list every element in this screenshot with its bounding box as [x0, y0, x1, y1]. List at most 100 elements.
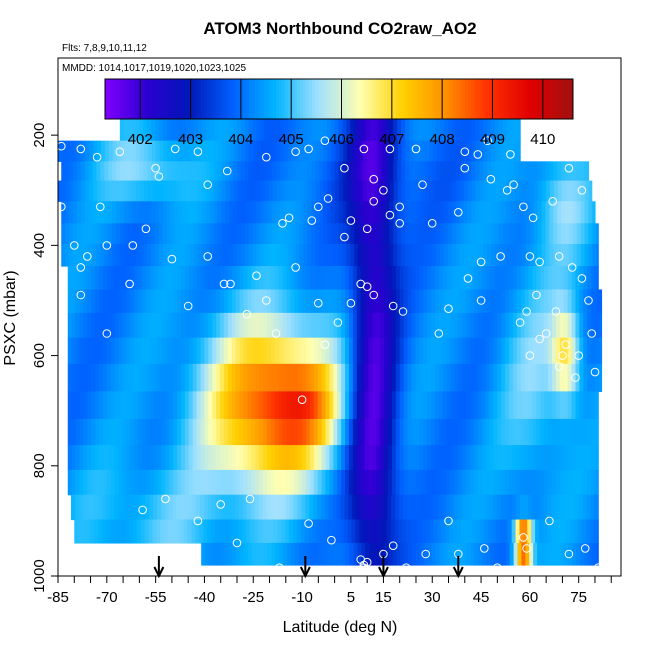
observation-point: [307, 216, 317, 225]
heatmap-cell: [430, 266, 436, 291]
heatmap-cell: [350, 161, 355, 182]
colorbar-segment: [111, 79, 115, 119]
heatmap-cell: [77, 140, 83, 162]
heatmap-cell: [110, 312, 116, 339]
heatmap-cell: [488, 519, 493, 544]
heatmap-cell: [589, 519, 595, 544]
heatmap-cell: [266, 418, 272, 446]
heatmap-cell: [419, 266, 424, 291]
heatmap-cell: [411, 391, 416, 420]
heatmap-cell: [423, 312, 428, 339]
heatmap-cell: [354, 223, 359, 245]
heatmap-cell: [381, 201, 386, 224]
heatmap-cell: [348, 312, 354, 339]
heatmap-cell: [528, 391, 534, 420]
heatmap-cell: [231, 445, 237, 471]
heatmap-cell: [118, 445, 124, 471]
observation-point: [580, 544, 590, 553]
heatmap-cell: [334, 223, 340, 245]
heatmap-cell: [102, 391, 108, 420]
heatmap-cell: [466, 266, 471, 291]
heatmap-cell: [552, 266, 557, 291]
heatmap-cell: [408, 223, 414, 245]
heatmap-cell: [412, 201, 418, 224]
heatmap-cell: [475, 140, 481, 162]
heatmap-cell: [512, 469, 518, 496]
heatmap-cell: [399, 289, 405, 314]
heatmap-cell: [537, 243, 543, 267]
heatmap-cell: [173, 418, 178, 446]
heatmap-cell: [71, 266, 77, 291]
heatmap-cell: [448, 140, 454, 162]
heatmap-cell: [470, 312, 475, 339]
heatmap-cell: [131, 201, 137, 224]
heatmap-cell: [153, 266, 159, 291]
heatmap-cell: [489, 418, 495, 446]
heatmap-cell: [247, 445, 252, 471]
heatmap-cell: [143, 140, 149, 162]
heatmap-cell: [238, 494, 244, 521]
heatmap-cell: [416, 161, 422, 182]
colorbar-segment: [267, 79, 271, 119]
heatmap-cell: [287, 118, 293, 142]
observation-point: [444, 516, 453, 526]
heatmap-cell: [99, 469, 104, 496]
heatmap-cell: [482, 542, 487, 566]
heatmap-cell: [571, 266, 577, 291]
heatmap-cell: [304, 180, 309, 202]
heatmap-cell: [348, 266, 354, 291]
heatmap-cell: [213, 243, 219, 267]
heatmap-cell: [442, 289, 448, 314]
heatmap-cell: [122, 289, 127, 314]
heatmap-cell: [552, 418, 557, 446]
heatmap-cell: [145, 289, 151, 314]
heatmap-cell: [479, 223, 484, 245]
heatmap-cell: [470, 391, 475, 420]
heatmap-cell: [470, 418, 475, 446]
heatmap-cell: [157, 363, 163, 392]
heatmap-cell: [364, 312, 370, 339]
heatmap-cell: [509, 266, 514, 291]
heatmap-cell: [161, 289, 166, 314]
heatmap-cell: [282, 445, 288, 471]
heatmap-cell: [408, 542, 413, 566]
heatmap-cell: [365, 118, 371, 142]
heatmap-cell: [356, 494, 361, 521]
heatmap-cell: [248, 161, 254, 182]
heatmap-cell: [396, 542, 401, 566]
heatmap-cell: [500, 494, 506, 521]
heatmap-cell: [239, 418, 245, 446]
colorbar-segment: [183, 79, 187, 119]
heatmap-cell: [525, 223, 531, 245]
heatmap-cell: [197, 161, 203, 182]
heatmap-cell: [571, 312, 577, 339]
heatmap-cell: [364, 266, 370, 291]
heatmap-cell: [598, 289, 603, 314]
heatmap-cell: [469, 494, 474, 521]
heatmap-cell: [307, 140, 313, 162]
heatmap-cell: [501, 363, 506, 392]
heatmap-cell: [403, 363, 409, 392]
heatmap-cell: [220, 391, 225, 420]
heatmap-cell: [309, 418, 315, 446]
heatmap-cell: [593, 519, 599, 544]
heatmap-cell: [292, 180, 297, 202]
heatmap-cell: [229, 223, 234, 245]
heatmap-cell: [79, 391, 84, 420]
heatmap-cell: [545, 243, 551, 267]
heatmap-cell: [274, 391, 280, 420]
heatmap-cell: [384, 337, 389, 365]
heatmap-cell: [294, 266, 299, 291]
colorbar-segment: [348, 79, 352, 119]
heatmap-cell: [158, 223, 164, 245]
colorbar-segment: [516, 79, 520, 119]
heatmap-cell: [377, 201, 383, 224]
heatmap-cell: [563, 391, 569, 420]
heatmap-cell: [76, 223, 82, 245]
colorbar-segment: [294, 79, 298, 119]
heatmap-cell: [264, 180, 270, 202]
heatmap-cell: [548, 445, 553, 471]
heatmap-cell: [490, 161, 496, 182]
heatmap-cell: [485, 469, 491, 496]
heatmap-cell: [100, 161, 105, 182]
